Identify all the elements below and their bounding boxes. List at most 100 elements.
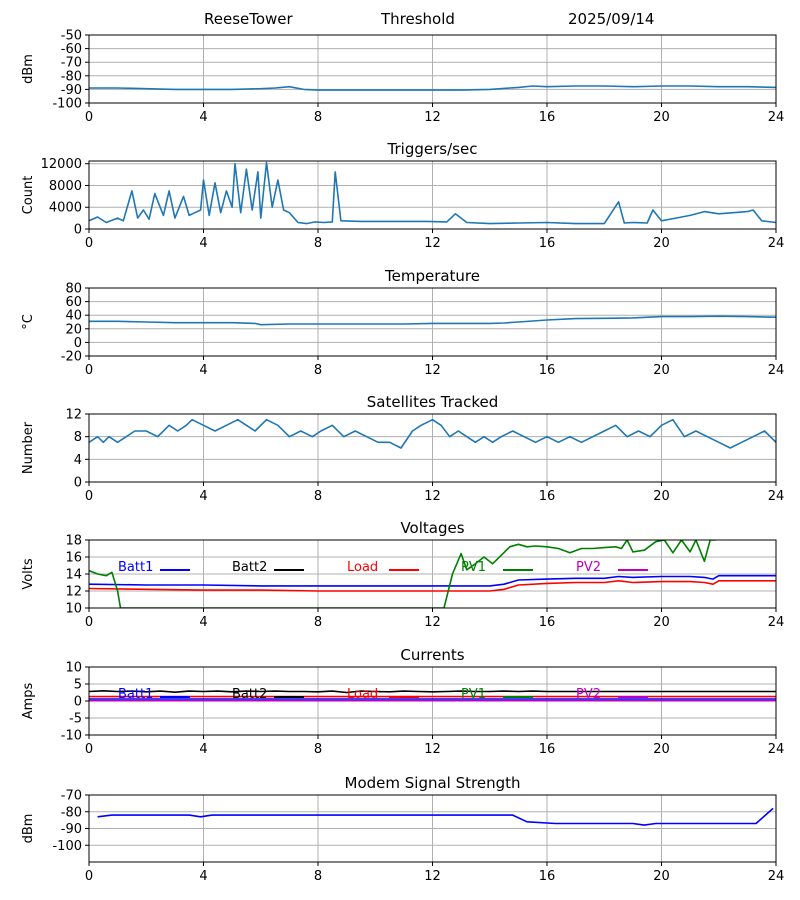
y-tick-label: 16 <box>65 551 82 566</box>
y-tick-label: 40 <box>65 309 82 324</box>
y-tick-label: 80 <box>65 282 82 297</box>
x-tick-label: 12 <box>424 742 441 757</box>
chart-threshold: 0 4 8 12 16 20 24 -100-90-80-70-60-50 dBm <box>21 29 784 126</box>
y-tick-label: 12 <box>65 408 82 423</box>
x-tick-label: 20 <box>653 489 670 504</box>
legend-label-pv2: PV2 <box>576 560 601 575</box>
x-tick-label: 0 <box>85 363 93 378</box>
x-tick-label: 16 <box>539 742 556 757</box>
x-tick-label: 16 <box>539 489 556 504</box>
chart-triggers: 0 4 8 12 16 20 24 0 4000 8000 12000 Triggers/sec Cou… <box>21 140 784 251</box>
x-tick-label: 4 <box>199 236 207 251</box>
series-line-threshold <box>89 85 776 91</box>
y-tick-label: 60 <box>65 295 82 310</box>
y-tick-label: -10 <box>61 729 82 744</box>
site-name: ReeseTower <box>204 10 293 28</box>
legend-label-batt1: Batt1 <box>118 560 153 575</box>
y-tick-label: -60 <box>61 42 82 57</box>
series-line-triggers <box>89 161 776 225</box>
x-tick-label: 24 <box>768 363 785 378</box>
x-tick-label: 8 <box>314 363 322 378</box>
y-tick-label: -5 <box>69 712 82 727</box>
series-line-pv1 <box>89 540 716 608</box>
series-line-load <box>89 580 776 592</box>
x-tick-label: 20 <box>653 236 670 251</box>
y-tick-label: 10 <box>65 661 82 676</box>
y-tick-label: 0 <box>74 695 82 710</box>
x-tick-label: 12 <box>424 363 441 378</box>
x-tick-label: 20 <box>653 869 670 884</box>
chart-satellites: 0 4 8 12 16 20 24 0 4 8 12 Satellites Tracked Number <box>21 393 784 504</box>
chart-voltages: 0 4 8 12 16 20 24 10 12 14 16 18 Voltages Volts Batt1 B… <box>21 519 784 630</box>
x-tick-label: 4 <box>199 615 207 630</box>
x-tick-label: 24 <box>768 236 785 251</box>
x-tick-label: 0 <box>85 110 93 125</box>
y-tick-label: -20 <box>61 350 82 365</box>
x-tick-label: 0 <box>85 615 93 630</box>
x-tick-label: 16 <box>539 363 556 378</box>
mode-label: Threshold <box>381 10 455 28</box>
legend-label-pv1: PV1 <box>461 687 486 702</box>
y-tick-label: -70 <box>61 56 82 71</box>
legend-label-pv1: PV1 <box>461 560 486 575</box>
x-tick-label: 0 <box>85 742 93 757</box>
x-tick-label: 4 <box>199 869 207 884</box>
x-tick-label: 4 <box>199 110 207 125</box>
chart-header: ReeseTower Threshold 2025/09/14 <box>0 10 800 34</box>
y-tick-label: 4000 <box>49 201 82 216</box>
x-tick-label: 0 <box>85 236 93 251</box>
y-tick-label: -100 <box>52 839 82 854</box>
chart-title: Currents <box>400 646 464 664</box>
x-tick-label: 12 <box>424 615 441 630</box>
y-tick-label: 12 <box>65 585 82 600</box>
chart-title: Satellites Tracked <box>367 393 498 411</box>
x-tick-label: 8 <box>314 236 322 251</box>
y-tick-label: 5 <box>74 678 82 693</box>
y-tick-label: 0 <box>74 223 82 238</box>
series-line-satellites <box>89 418 776 449</box>
series-line-temperature <box>89 315 776 326</box>
y-axis-label: dBm <box>21 54 36 84</box>
series-line-batt1 <box>89 574 776 587</box>
x-tick-label: 20 <box>653 363 670 378</box>
x-tick-label: 8 <box>314 742 322 757</box>
y-tick-label: -90 <box>61 822 82 837</box>
x-tick-label: 4 <box>199 489 207 504</box>
y-axis-label: Amps <box>21 682 36 719</box>
y-tick-label: 14 <box>65 568 82 583</box>
x-tick-label: 24 <box>768 615 785 630</box>
series-line-modem <box>97 807 774 826</box>
chart-modem: 0 4 8 12 16 20 24 -100 -90 -80-70 Modem Signal Str… <box>21 774 784 884</box>
x-tick-label: 12 <box>424 110 441 125</box>
x-tick-label: 16 <box>539 110 556 125</box>
y-tick-label: -80 <box>61 69 82 84</box>
y-tick-label: 18 <box>65 534 82 549</box>
x-tick-label: 16 <box>539 236 556 251</box>
x-tick-label: 8 <box>314 110 322 125</box>
x-tick-label: 16 <box>539 869 556 884</box>
y-axis-label: dBm <box>21 814 36 844</box>
y-tick-label: 8000 <box>49 179 82 194</box>
y-tick-label: -100 <box>52 97 82 112</box>
x-tick-label: 8 <box>314 615 322 630</box>
y-axis-label: Volts <box>21 558 36 590</box>
legend-label-batt2: Batt2 <box>232 560 267 575</box>
legend-label-load: Load <box>347 687 378 702</box>
x-tick-label: 12 <box>424 489 441 504</box>
x-tick-label: 16 <box>539 615 556 630</box>
legend-label-batt2: Batt2 <box>232 687 267 702</box>
y-tick-label: -80 <box>61 805 82 820</box>
y-tick-label: -50 <box>61 29 82 44</box>
x-tick-label: 12 <box>424 869 441 884</box>
y-tick-label: 0 <box>74 336 82 351</box>
date-label: 2025/09/14 <box>568 10 655 28</box>
chart-title: Voltages <box>400 519 464 537</box>
y-tick-label: 10 <box>65 602 82 617</box>
y-tick-label: 8 <box>74 430 82 445</box>
legend-label-pv2: PV2 <box>576 687 601 702</box>
x-tick-label: 20 <box>653 615 670 630</box>
y-axis-label: Count <box>21 176 36 215</box>
y-tick-label: -70 <box>61 789 82 804</box>
